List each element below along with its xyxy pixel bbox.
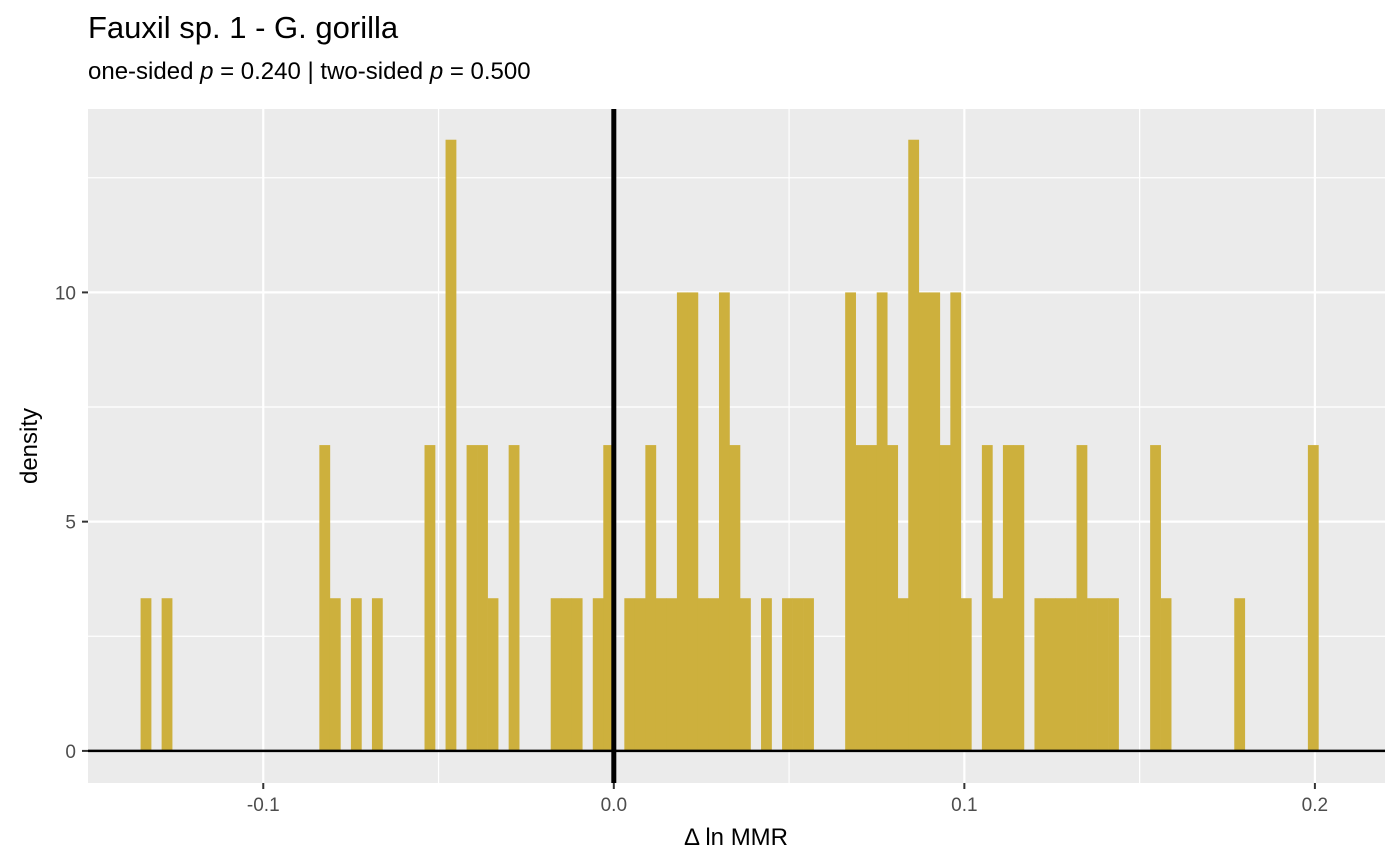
subtitle-one-sided-value: = 0.240 | two-sided	[213, 58, 430, 85]
histogram-bar	[718, 292, 730, 751]
histogram-bar	[161, 598, 173, 751]
histogram-bar	[1108, 598, 1119, 751]
histogram-bar	[1307, 445, 1319, 751]
histogram-bar	[655, 598, 667, 751]
chart-subtitle: one-sided p = 0.240 | two-sided p = 0.50…	[88, 58, 531, 86]
chart-title: Fauxil sp. 1 - G. gorilla	[88, 10, 399, 45]
histogram-bar	[624, 598, 636, 751]
histogram-bar	[897, 598, 909, 751]
histogram-bar	[424, 445, 436, 751]
histogram-bar	[371, 598, 383, 751]
histogram-bar	[645, 445, 657, 751]
x-axis: -0.1 0.0 0.1 0.2	[247, 783, 1328, 816]
histogram-bar	[1055, 598, 1067, 751]
y-tick-label: 0	[65, 742, 76, 763]
histogram-bar	[508, 445, 520, 751]
histogram-bar	[571, 598, 583, 751]
histogram-bar	[960, 598, 972, 751]
histogram-bar	[918, 292, 930, 751]
histogram-bar	[803, 598, 814, 751]
histogram-bar	[1013, 445, 1025, 751]
histogram-bar	[845, 292, 856, 751]
histogram-bar	[1150, 445, 1161, 751]
histogram-bar	[855, 445, 867, 751]
histogram-bar	[477, 445, 488, 751]
x-tick-label: 0.2	[1302, 795, 1328, 816]
histogram-bar	[950, 292, 962, 751]
histogram-bar	[634, 598, 646, 751]
histogram-bar	[466, 445, 478, 751]
histogram-bar	[992, 598, 1004, 751]
histogram-bar	[887, 445, 899, 751]
histogram-bar	[1160, 598, 1172, 751]
histogram-bar	[687, 292, 699, 751]
histogram-bar	[729, 445, 741, 751]
histogram-bar	[1076, 445, 1088, 751]
histogram-bar	[550, 598, 562, 751]
histogram-bars	[140, 139, 1319, 751]
histogram-bar	[676, 292, 688, 751]
histogram-bar	[329, 598, 341, 751]
histogram-bar	[782, 598, 793, 751]
subtitle-one-sided-label: one-sided	[88, 58, 201, 85]
histogram-bar	[866, 445, 878, 751]
histogram-bar	[939, 445, 951, 751]
subtitle-two-sided-value: = 0.500	[443, 58, 531, 85]
histogram-bar	[350, 598, 362, 751]
histogram-bar	[981, 445, 993, 751]
histogram-bar	[740, 598, 751, 751]
x-tick-label: 0.0	[601, 795, 627, 816]
y-axis: 0 5 10	[55, 283, 88, 763]
histogram-bar	[1087, 598, 1098, 751]
histogram-bar	[908, 139, 920, 751]
subtitle-p-symbol-2: p	[429, 58, 444, 85]
histogram-bar	[1002, 445, 1014, 751]
histogram-bar	[1044, 598, 1056, 751]
histogram-bar	[603, 445, 615, 751]
y-tick-label: 10	[55, 283, 76, 304]
histogram-bar	[561, 598, 573, 751]
histogram-bar	[792, 598, 804, 751]
histogram-bar	[929, 292, 941, 751]
histogram-bar	[1066, 598, 1077, 751]
x-tick-label: 0.1	[951, 795, 977, 816]
histogram-bar	[1234, 598, 1246, 751]
histogram-bar	[445, 139, 457, 751]
histogram-bar	[697, 598, 709, 751]
x-tick-label: -0.1	[247, 795, 280, 816]
y-axis-title: density	[16, 408, 43, 484]
x-axis-title: Δ ln MMR	[684, 824, 788, 851]
histogram-bar	[1034, 598, 1046, 751]
histogram-bar	[708, 598, 720, 751]
subtitle-p-symbol-1: p	[200, 58, 214, 85]
histogram-bar	[761, 598, 772, 751]
histogram-bar	[319, 445, 331, 751]
histogram-bar	[140, 598, 152, 751]
histogram-bar	[592, 598, 604, 751]
histogram-bar	[487, 598, 499, 751]
histogram-bar	[1097, 598, 1109, 751]
histogram-bar	[876, 292, 888, 751]
histogram-bar	[666, 598, 678, 751]
y-tick-label: 5	[65, 513, 76, 534]
